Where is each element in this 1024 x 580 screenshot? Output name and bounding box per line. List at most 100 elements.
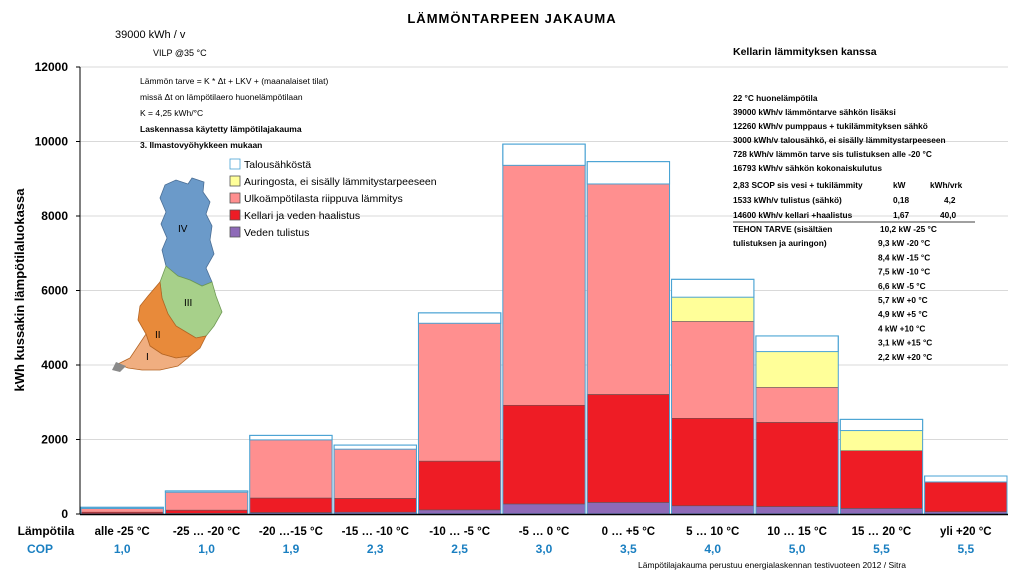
tehon-row: 8,4 kW -15 °C xyxy=(878,252,930,262)
bar-segment xyxy=(755,506,839,515)
bar-segment xyxy=(165,491,248,511)
bar-segment xyxy=(671,505,755,515)
bar-segment xyxy=(840,508,923,515)
y-tick-label: 8000 xyxy=(41,209,68,223)
legend: Talousähköstä Auringosta, ei sisälly lämm… xyxy=(229,158,437,239)
tehon-row: 4 kW +10 °C xyxy=(878,323,925,333)
bar-segment xyxy=(418,460,502,511)
bar-segment xyxy=(755,351,839,388)
x-tick-label: -5 … 0 °C xyxy=(519,526,570,538)
info-title: Kellarin lämmityksen kanssa xyxy=(733,46,877,58)
bar-segment xyxy=(80,508,164,513)
legend-label: Ulkoämpötilasta riippuva lämmitys xyxy=(244,193,403,205)
bar-segment xyxy=(249,434,333,441)
bar-segment xyxy=(924,475,1008,483)
scop-cell: 2,83 SCOP sis vesi + tukilämmity xyxy=(733,180,863,190)
formula-bold-line: 3. Ilmastovyöhykkeen mukaan xyxy=(140,140,262,150)
scop-cell: 1533 kWh/v tulistus (sähkö) xyxy=(733,195,842,205)
cop-value: 4,0 xyxy=(704,542,721,556)
bar-segment xyxy=(671,296,755,322)
cop-value: 2,5 xyxy=(451,542,468,556)
scop-cell: 1,67 xyxy=(893,210,910,220)
bar-segment xyxy=(839,418,924,432)
legend-label: Kellari ja veden haalistus xyxy=(244,210,360,222)
x-tick-label: 0 … +5 °C xyxy=(602,526,656,538)
bar-segment xyxy=(671,278,755,298)
tehon-row: 5,7 kW +0 °C xyxy=(878,295,928,305)
y-tick-label: 6000 xyxy=(41,284,68,298)
cop-row-label: COP xyxy=(27,542,53,556)
y-ticks: 0 2000 4000 6000 8000 10000 12000 xyxy=(35,60,80,521)
scop-cell: 14600 kWh/v kellari +haalistus xyxy=(733,210,853,220)
formula-line: Lämmön tarve = K * Δt + LKV + (maanalais… xyxy=(140,76,328,86)
bar-segment xyxy=(840,450,923,509)
tehon-row: 10,2 kW -25 °C xyxy=(880,224,937,234)
zone-i-region xyxy=(117,333,192,371)
x-tick-label: yli +20 °C xyxy=(940,526,992,538)
cop-value: 1,0 xyxy=(114,542,131,556)
legend-swatch xyxy=(229,158,241,170)
chart-subtitle: 39000 kWh / v xyxy=(115,29,186,41)
y-tick-label: 12000 xyxy=(35,60,69,74)
scop-cell: kWh/vrk xyxy=(930,180,963,190)
finland-zone-map: IV III II I xyxy=(112,177,223,372)
bar-segment xyxy=(502,143,586,166)
tehon-row: 6,6 kW -5 °C xyxy=(878,281,926,291)
tehon-label: TEHON TARVE (sisältäen xyxy=(733,224,832,234)
bar-segment xyxy=(249,439,333,499)
scop-cell: 40,0 xyxy=(940,210,957,220)
bar-segment xyxy=(502,503,586,515)
bar-segment xyxy=(418,323,502,462)
formula-bold-line: Laskennassa käytetty lämpötilajakauma xyxy=(140,124,302,134)
tehon-row: 9,3 kW -20 °C xyxy=(878,238,930,248)
bar-segment xyxy=(586,502,670,515)
tehon-row: 3,1 kW +15 °C xyxy=(878,338,932,348)
bar-segment xyxy=(671,418,755,507)
cop-value: 3,0 xyxy=(536,542,553,556)
bar-segment xyxy=(586,161,671,185)
zone-iv-region xyxy=(159,177,215,287)
y-tick-label: 2000 xyxy=(41,433,68,447)
bar-segment xyxy=(333,444,417,450)
y-tick-label: 0 xyxy=(61,507,68,521)
chart-subtitle-vilp: VILP @35 °C xyxy=(153,48,207,58)
x-tick-labels: alle -25 °C -25 … -20 °C -20 …-15 °C -15 … … xyxy=(95,526,992,538)
formula-block: Lämmön tarve = K * Δt + LKV + (maanalais… xyxy=(140,76,328,150)
zone-label: II xyxy=(155,330,161,341)
cop-value: 1,0 xyxy=(198,542,215,556)
info-line: 12260 kWh/v pumppaus + tukilämmityksen s… xyxy=(733,121,928,131)
cop-value: 3,5 xyxy=(620,542,637,556)
zone-label: III xyxy=(184,298,192,309)
tehon-rows: 10,2 kW -25 °C 9,3 kW -20 °C 8,4 kW -15 °C… xyxy=(878,224,937,362)
legend-swatch xyxy=(229,226,241,238)
info-line: 16793 kWh/v sähkön kokonaiskulutus xyxy=(733,163,882,173)
tehon-row: 4,9 kW +5 °C xyxy=(878,309,928,319)
tehon-row: 7,5 kW -10 °C xyxy=(878,267,930,277)
info-line: 728 kWh/v lämmön tarve sis tulistuksen a… xyxy=(733,149,932,159)
bar-segment xyxy=(586,394,670,503)
legend-swatch xyxy=(229,192,241,204)
bar-segment xyxy=(924,481,1008,513)
info-block: 22 °C huonelämpötila 39000 kWh/v lämmönt… xyxy=(733,93,975,362)
bar-segment xyxy=(755,387,839,423)
formula-line: missä Δt on lämpötilaero huonelämpötilaa… xyxy=(140,92,303,102)
bar-segment xyxy=(502,404,586,505)
bar-segment xyxy=(333,448,417,499)
bar-segment xyxy=(755,335,839,353)
x-axis-label: Lämpötila xyxy=(18,524,75,538)
cop-values: 1,0 1,0 1,9 2,3 2,5 3,0 3,5 4,0 5,0 5,5 5,5 xyxy=(114,542,975,556)
legend-swatch xyxy=(229,209,241,221)
bar-segment xyxy=(671,321,755,419)
scop-cell: 4,2 xyxy=(944,195,956,205)
info-line: 39000 kWh/v lämmöntarve sähkön lisäksi xyxy=(733,107,896,117)
bars xyxy=(80,143,1008,515)
cop-value: 5,5 xyxy=(873,542,890,556)
bar-segment xyxy=(249,497,333,513)
zone-label: I xyxy=(146,352,149,363)
scop-cell: kW xyxy=(893,180,906,190)
formula-line: K = 4,25 kWh/°C xyxy=(140,108,203,118)
cop-value: 5,5 xyxy=(957,542,974,556)
legend-label: Auringosta, ei sisälly lämmitystarpeesee… xyxy=(244,176,437,188)
y-tick-label: 4000 xyxy=(41,358,68,372)
x-tick-label: 10 … 15 °C xyxy=(767,526,827,538)
